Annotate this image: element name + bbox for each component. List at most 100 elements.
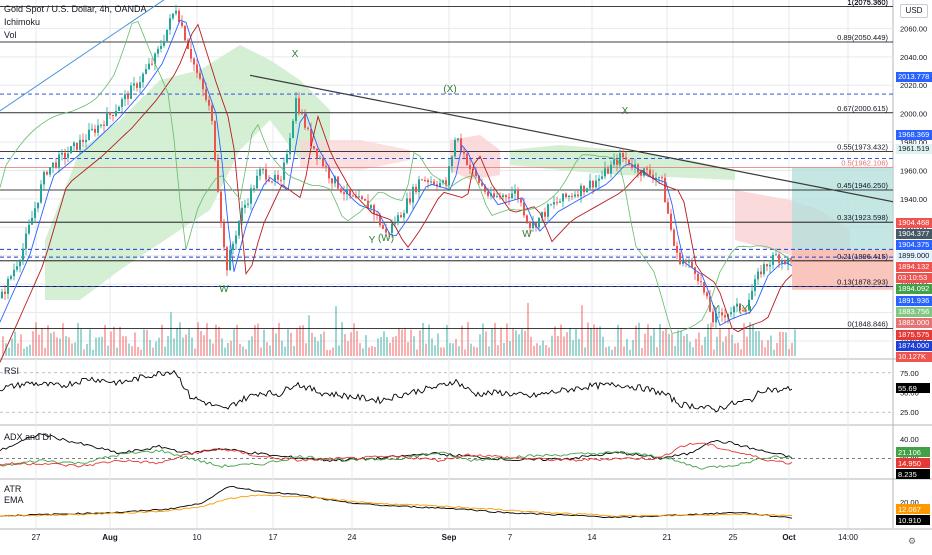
adx-pane-label[interactable]: ADX and DI xyxy=(4,432,52,442)
volume-bar xyxy=(482,323,484,356)
candle-body xyxy=(580,185,582,197)
candle-body xyxy=(391,223,393,233)
candle-body xyxy=(589,180,591,189)
candle-body xyxy=(346,189,348,194)
indicator-label-ichimoku[interactable]: Ichimoku xyxy=(4,17,41,27)
fib-level-label: 1(2075.360) xyxy=(848,0,889,7)
rsi-line xyxy=(0,369,793,413)
wave-label: W xyxy=(522,229,532,240)
candle-body xyxy=(541,212,543,218)
candle-body xyxy=(424,180,426,182)
symbol-title[interactable]: Gold Spot / U.S. Dollar, 4h, OANDA xyxy=(4,4,147,14)
candle-body xyxy=(367,200,369,209)
wave-label: Y xyxy=(369,235,376,246)
candle-body xyxy=(343,192,345,194)
candle-body xyxy=(787,258,789,264)
volume-bar xyxy=(632,340,634,356)
volume-bar xyxy=(683,335,685,356)
volume-bar xyxy=(188,328,190,356)
candle-body xyxy=(610,164,612,174)
volume-bar xyxy=(644,333,646,356)
volume-bar xyxy=(608,346,610,356)
candle-body xyxy=(400,215,402,218)
candle-body xyxy=(718,312,720,314)
volume-bar xyxy=(629,349,631,356)
candle-body xyxy=(604,168,606,177)
volume-bar xyxy=(335,306,337,356)
adx-value-text: 14.950 xyxy=(898,459,921,468)
volume-bar xyxy=(83,349,85,356)
candle-body xyxy=(109,112,111,115)
volume-bar xyxy=(755,331,757,356)
volume-bar xyxy=(677,330,679,356)
volume-bar xyxy=(680,330,682,356)
price-tick-label: 2060.00 xyxy=(900,24,927,33)
volume-bar xyxy=(218,326,220,356)
volume-bar xyxy=(770,335,772,356)
candle-body xyxy=(25,233,27,249)
candle-body xyxy=(478,175,480,183)
candle-body xyxy=(634,164,636,168)
volume-bar xyxy=(65,336,67,356)
rsi-pane-label[interactable]: RSI xyxy=(4,366,20,376)
candle-body xyxy=(622,153,624,158)
adx-value-text: 8.235 xyxy=(898,470,917,479)
candle-body xyxy=(172,13,174,19)
candle-body xyxy=(307,127,309,129)
candle-body xyxy=(412,186,414,203)
candle-body xyxy=(766,264,768,267)
volume-bar xyxy=(170,312,172,356)
rsi-value-tag xyxy=(896,383,930,394)
volume-bar xyxy=(752,324,754,356)
indicator-label-vol[interactable]: Vol xyxy=(4,30,17,40)
candle-body xyxy=(526,215,528,222)
candle-body xyxy=(373,205,375,215)
price-tick-label: 1940.00 xyxy=(900,195,927,204)
candle-body xyxy=(595,180,597,188)
volume-bar xyxy=(32,331,34,356)
volume-bar xyxy=(554,326,556,356)
volume-bar xyxy=(95,337,97,356)
volume-bar xyxy=(317,341,319,356)
candle-body xyxy=(667,202,669,214)
candle-body xyxy=(418,179,420,193)
candle-body xyxy=(211,105,213,122)
volume-bar xyxy=(656,347,658,356)
candle-body xyxy=(625,157,627,160)
adx-tick-label: 40.00 xyxy=(900,435,919,444)
candle-body xyxy=(328,167,330,179)
candle-body xyxy=(514,189,516,194)
volume-bar xyxy=(62,323,64,356)
volume-bar xyxy=(707,323,709,356)
candle-body xyxy=(193,58,195,65)
currency-button[interactable]: USD xyxy=(900,4,928,18)
price-tag: 1894.092 xyxy=(896,284,932,294)
volume-bar xyxy=(653,328,655,356)
candle-body xyxy=(670,213,672,230)
candle-body xyxy=(130,85,132,99)
volume-bar xyxy=(185,334,187,356)
candle-body xyxy=(493,193,495,198)
candle-body xyxy=(157,48,159,54)
time-tick-label: 14:00 xyxy=(838,533,859,542)
volume-bar xyxy=(689,341,691,356)
candle-body xyxy=(10,276,12,279)
candle-body xyxy=(577,194,579,197)
rsi-tick-label: 75.00 xyxy=(900,369,919,378)
candle-body xyxy=(250,188,252,204)
candle-body xyxy=(430,181,432,183)
atr-pane-label[interactable]: ATR xyxy=(4,484,22,494)
ema-pane-label[interactable]: EMA xyxy=(4,495,24,505)
candle-body xyxy=(277,174,279,180)
volume-bar xyxy=(599,326,601,356)
candle-body xyxy=(361,196,363,199)
candle-body xyxy=(730,312,732,315)
volume-bar xyxy=(287,329,289,356)
volume-bar xyxy=(515,330,517,356)
fib-level-label: 0(1848.846) xyxy=(848,319,889,328)
volume-bar xyxy=(695,338,697,356)
volume-bar xyxy=(149,339,151,356)
volume-bar xyxy=(731,334,733,356)
volume-bar xyxy=(551,335,553,356)
